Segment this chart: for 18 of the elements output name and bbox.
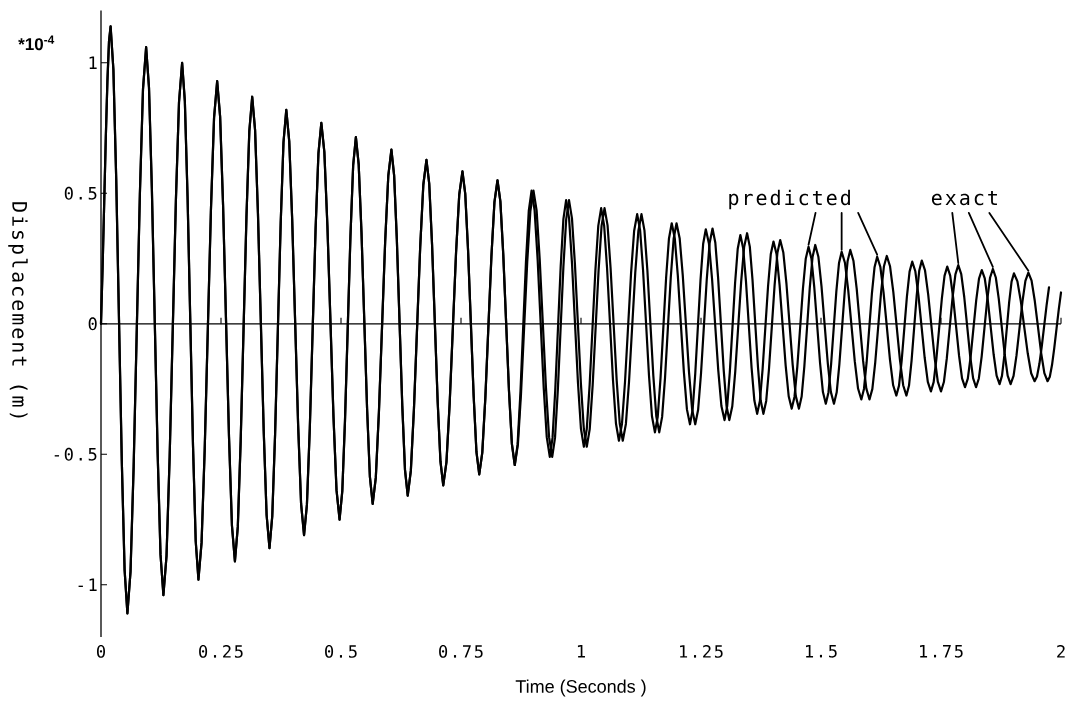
x-tick-label: 1.75: [920, 645, 963, 658]
series-label: predicted: [729, 189, 850, 210]
y-axis-title: Displacement (m): [8, 202, 28, 418]
x-axis-title: Time (Seconds ): [515, 679, 646, 697]
y-tick-label: -1: [78, 578, 97, 591]
x-tick-label: 1.5: [806, 645, 837, 658]
y-tick-label: -0.5: [54, 447, 97, 461]
x-tick-label: 1.25: [680, 644, 723, 658]
x-tick-label: 0.25: [199, 644, 243, 658]
x-tick-label: 2: [1057, 644, 1065, 658]
y-tick-label: 1: [89, 56, 97, 69]
x-tick-label: 0.5: [325, 644, 357, 658]
x-tick-label: 1: [577, 645, 585, 658]
text: exact: [931, 190, 997, 206]
y-tick-label: 0: [88, 317, 97, 331]
y-tick-label: 0.5: [64, 186, 97, 200]
text: *10$^{-4}$: [18, 35, 55, 51]
x-tick-label: 0.75: [439, 644, 483, 658]
